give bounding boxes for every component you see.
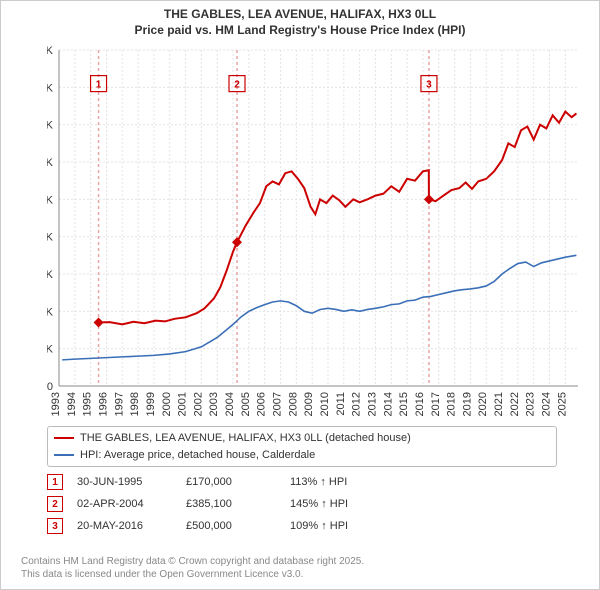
svg-text:£700K: £700K xyxy=(47,120,54,132)
svg-text:2018: 2018 xyxy=(446,392,458,416)
svg-text:2002: 2002 xyxy=(192,392,204,416)
svg-text:1995: 1995 xyxy=(82,392,94,416)
sale-delta: 113% ↑ HPI xyxy=(290,476,347,488)
svg-text:£200K: £200K xyxy=(47,306,54,318)
svg-text:£400K: £400K xyxy=(47,232,54,244)
title-line2: Price paid vs. HM Land Registry's House … xyxy=(135,23,466,37)
svg-text:£0: £0 xyxy=(47,381,53,393)
svg-text:2020: 2020 xyxy=(477,392,489,416)
svg-text:1: 1 xyxy=(96,80,102,91)
table-row: 2 02-APR-2004 £385,100 145% ↑ HPI xyxy=(47,493,557,515)
svg-text:2021: 2021 xyxy=(493,392,505,416)
legend-swatch-1 xyxy=(54,454,74,456)
sale-date: 02-APR-2004 xyxy=(77,498,172,510)
svg-text:2013: 2013 xyxy=(366,392,378,416)
legend-swatch-0 xyxy=(54,437,74,439)
svg-text:£500K: £500K xyxy=(47,194,54,206)
legend: THE GABLES, LEA AVENUE, HALIFAX, HX3 0LL… xyxy=(47,426,557,467)
svg-text:1993: 1993 xyxy=(50,392,62,416)
svg-text:2022: 2022 xyxy=(509,392,521,416)
svg-text:2017: 2017 xyxy=(430,392,442,416)
sale-price: £170,000 xyxy=(186,476,276,488)
svg-text:2005: 2005 xyxy=(240,392,252,416)
chart-panel: { "title_line1":"THE GABLES, LEA AVENUE,… xyxy=(0,0,600,590)
table-row: 3 20-MAY-2016 £500,000 109% ↑ HPI xyxy=(47,515,557,537)
svg-text:2006: 2006 xyxy=(256,392,268,416)
svg-text:2014: 2014 xyxy=(382,392,394,416)
title-line1: THE GABLES, LEA AVENUE, HALIFAX, HX3 0LL xyxy=(164,7,436,21)
legend-label-0: THE GABLES, LEA AVENUE, HALIFAX, HX3 0LL… xyxy=(80,430,411,447)
sale-marker-icon: 2 xyxy=(47,496,63,512)
chart-svg: £0 £100K £200K £300K £400K £500K £600K £700K £80… xyxy=(47,46,582,416)
svg-text:3: 3 xyxy=(426,80,432,91)
svg-text:2009: 2009 xyxy=(303,392,315,416)
svg-text:2003: 2003 xyxy=(208,392,220,416)
svg-text:2: 2 xyxy=(234,80,240,91)
sale-date: 30-JUN-1995 xyxy=(77,476,172,488)
svg-text:2008: 2008 xyxy=(287,392,299,416)
svg-text:1996: 1996 xyxy=(97,392,109,416)
sales-table: 1 30-JUN-1995 £170,000 113% ↑ HPI 2 02-A… xyxy=(47,471,557,537)
svg-text:2001: 2001 xyxy=(177,392,189,416)
sale-price: £385,100 xyxy=(186,498,276,510)
svg-text:2010: 2010 xyxy=(319,392,331,416)
svg-text:2004: 2004 xyxy=(224,392,236,416)
legend-row: HPI: Average price, detached house, Cald… xyxy=(54,447,550,464)
svg-text:£100K: £100K xyxy=(47,344,54,356)
chart-plot: £0 £100K £200K £300K £400K £500K £600K £700K £80… xyxy=(47,46,582,416)
svg-text:£600K: £600K xyxy=(47,157,54,169)
svg-text:2025: 2025 xyxy=(556,392,568,416)
svg-text:2019: 2019 xyxy=(461,392,473,416)
footer-attribution: Contains HM Land Registry data © Crown c… xyxy=(21,555,364,581)
sale-date: 20-MAY-2016 xyxy=(77,520,172,532)
table-row: 1 30-JUN-1995 £170,000 113% ↑ HPI xyxy=(47,471,557,493)
legend-label-1: HPI: Average price, detached house, Cald… xyxy=(80,447,315,464)
svg-text:2023: 2023 xyxy=(525,392,537,416)
svg-text:£800K: £800K xyxy=(47,82,54,94)
svg-text:2012: 2012 xyxy=(351,392,363,416)
svg-text:1999: 1999 xyxy=(145,392,157,416)
svg-text:£300K: £300K xyxy=(47,269,54,281)
sale-marker-icon: 1 xyxy=(47,474,63,490)
svg-text:2016: 2016 xyxy=(414,392,426,416)
sale-marker-icon: 3 xyxy=(47,518,63,534)
svg-text:2024: 2024 xyxy=(541,392,553,416)
svg-text:2000: 2000 xyxy=(161,392,173,416)
svg-text:2011: 2011 xyxy=(335,392,347,416)
svg-text:1998: 1998 xyxy=(129,392,141,416)
svg-text:2015: 2015 xyxy=(398,392,410,416)
footer-line2: This data is licensed under the Open Gov… xyxy=(21,569,303,580)
sale-delta: 109% ↑ HPI xyxy=(290,520,348,532)
sale-price: £500,000 xyxy=(186,520,276,532)
footer-line1: Contains HM Land Registry data © Crown c… xyxy=(21,556,364,567)
svg-text:1997: 1997 xyxy=(113,392,125,416)
svg-text:2007: 2007 xyxy=(272,392,284,416)
sale-delta: 145% ↑ HPI xyxy=(290,498,348,510)
svg-text:£900K: £900K xyxy=(47,46,54,57)
chart-title: THE GABLES, LEA AVENUE, HALIFAX, HX3 0LL… xyxy=(1,1,599,38)
legend-row: THE GABLES, LEA AVENUE, HALIFAX, HX3 0LL… xyxy=(54,430,550,447)
svg-text:1994: 1994 xyxy=(66,392,78,416)
